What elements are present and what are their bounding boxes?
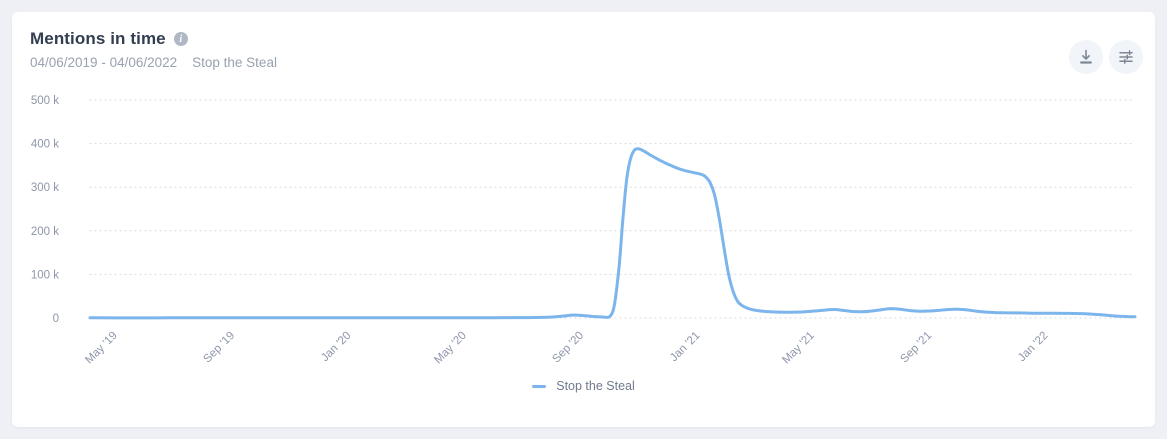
y-axis-label: 300 k [31, 182, 59, 194]
x-axis-label: Sep '20 [550, 330, 586, 366]
y-axis-label: 500 k [31, 95, 59, 107]
query-name-label: Stop the Steal [192, 55, 277, 70]
sliders-icon [1119, 50, 1133, 64]
legend-line-marker [532, 384, 547, 388]
chart-settings-button[interactable] [1109, 40, 1143, 74]
x-axis-label: Jan '20 [319, 330, 353, 364]
download-button[interactable] [1069, 40, 1103, 74]
mentions-line-chart[interactable]: 0 100 k 200 k 300 k 400 k 500 k May '19 Sep '19… [12, 88, 1154, 373]
download-icon [1080, 49, 1092, 64]
chart-legend-item[interactable]: Stop the Steal [12, 379, 1155, 393]
x-axis-label: Sep '21 [898, 330, 934, 366]
card-header: Mentions in time i 04/06/2019 - 04/06/20… [12, 12, 1155, 88]
x-axis-label: May '19 [83, 330, 120, 367]
mentions-in-time-card: Mentions in time i 04/06/2019 - 04/06/20… [12, 12, 1155, 427]
chart-title: Mentions in time [30, 29, 166, 48]
x-axis-label: Jan '21 [668, 330, 702, 364]
series-line-stop-the-steal[interactable] [88, 147, 1137, 320]
header-text-block: Mentions in time i 04/06/2019 - 04/06/20… [30, 29, 277, 70]
y-axis-label: 200 k [31, 226, 59, 238]
date-range-label: 04/06/2019 - 04/06/2022 [30, 55, 178, 70]
y-axis-label: 100 k [31, 269, 59, 281]
header-actions [1069, 29, 1143, 74]
x-axis-label: Jan '22 [1016, 330, 1050, 364]
legend-label: Stop the Steal [556, 379, 635, 393]
x-axis-label: Sep '19 [201, 330, 237, 366]
info-icon[interactable]: i [173, 32, 188, 46]
x-axis-label: May '20 [432, 330, 469, 367]
y-axis-label: 0 [53, 313, 59, 325]
chart-area: 0 100 k 200 k 300 k 400 k 500 k May '19 Sep '19… [12, 88, 1155, 373]
x-axis-label: May '21 [780, 330, 817, 367]
y-axis-label: 400 k [31, 139, 59, 151]
